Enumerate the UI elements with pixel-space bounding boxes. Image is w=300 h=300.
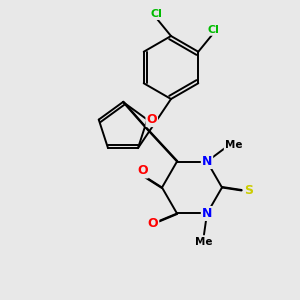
Text: Me: Me (225, 140, 242, 150)
Text: Me: Me (195, 237, 213, 247)
Text: N: N (202, 155, 212, 168)
Text: O: O (148, 218, 158, 230)
Text: S: S (244, 184, 253, 197)
Text: Cl: Cl (150, 9, 162, 19)
Text: N: N (202, 207, 212, 220)
Text: O: O (146, 113, 157, 126)
Text: O: O (137, 164, 148, 178)
Text: Cl: Cl (207, 25, 219, 35)
